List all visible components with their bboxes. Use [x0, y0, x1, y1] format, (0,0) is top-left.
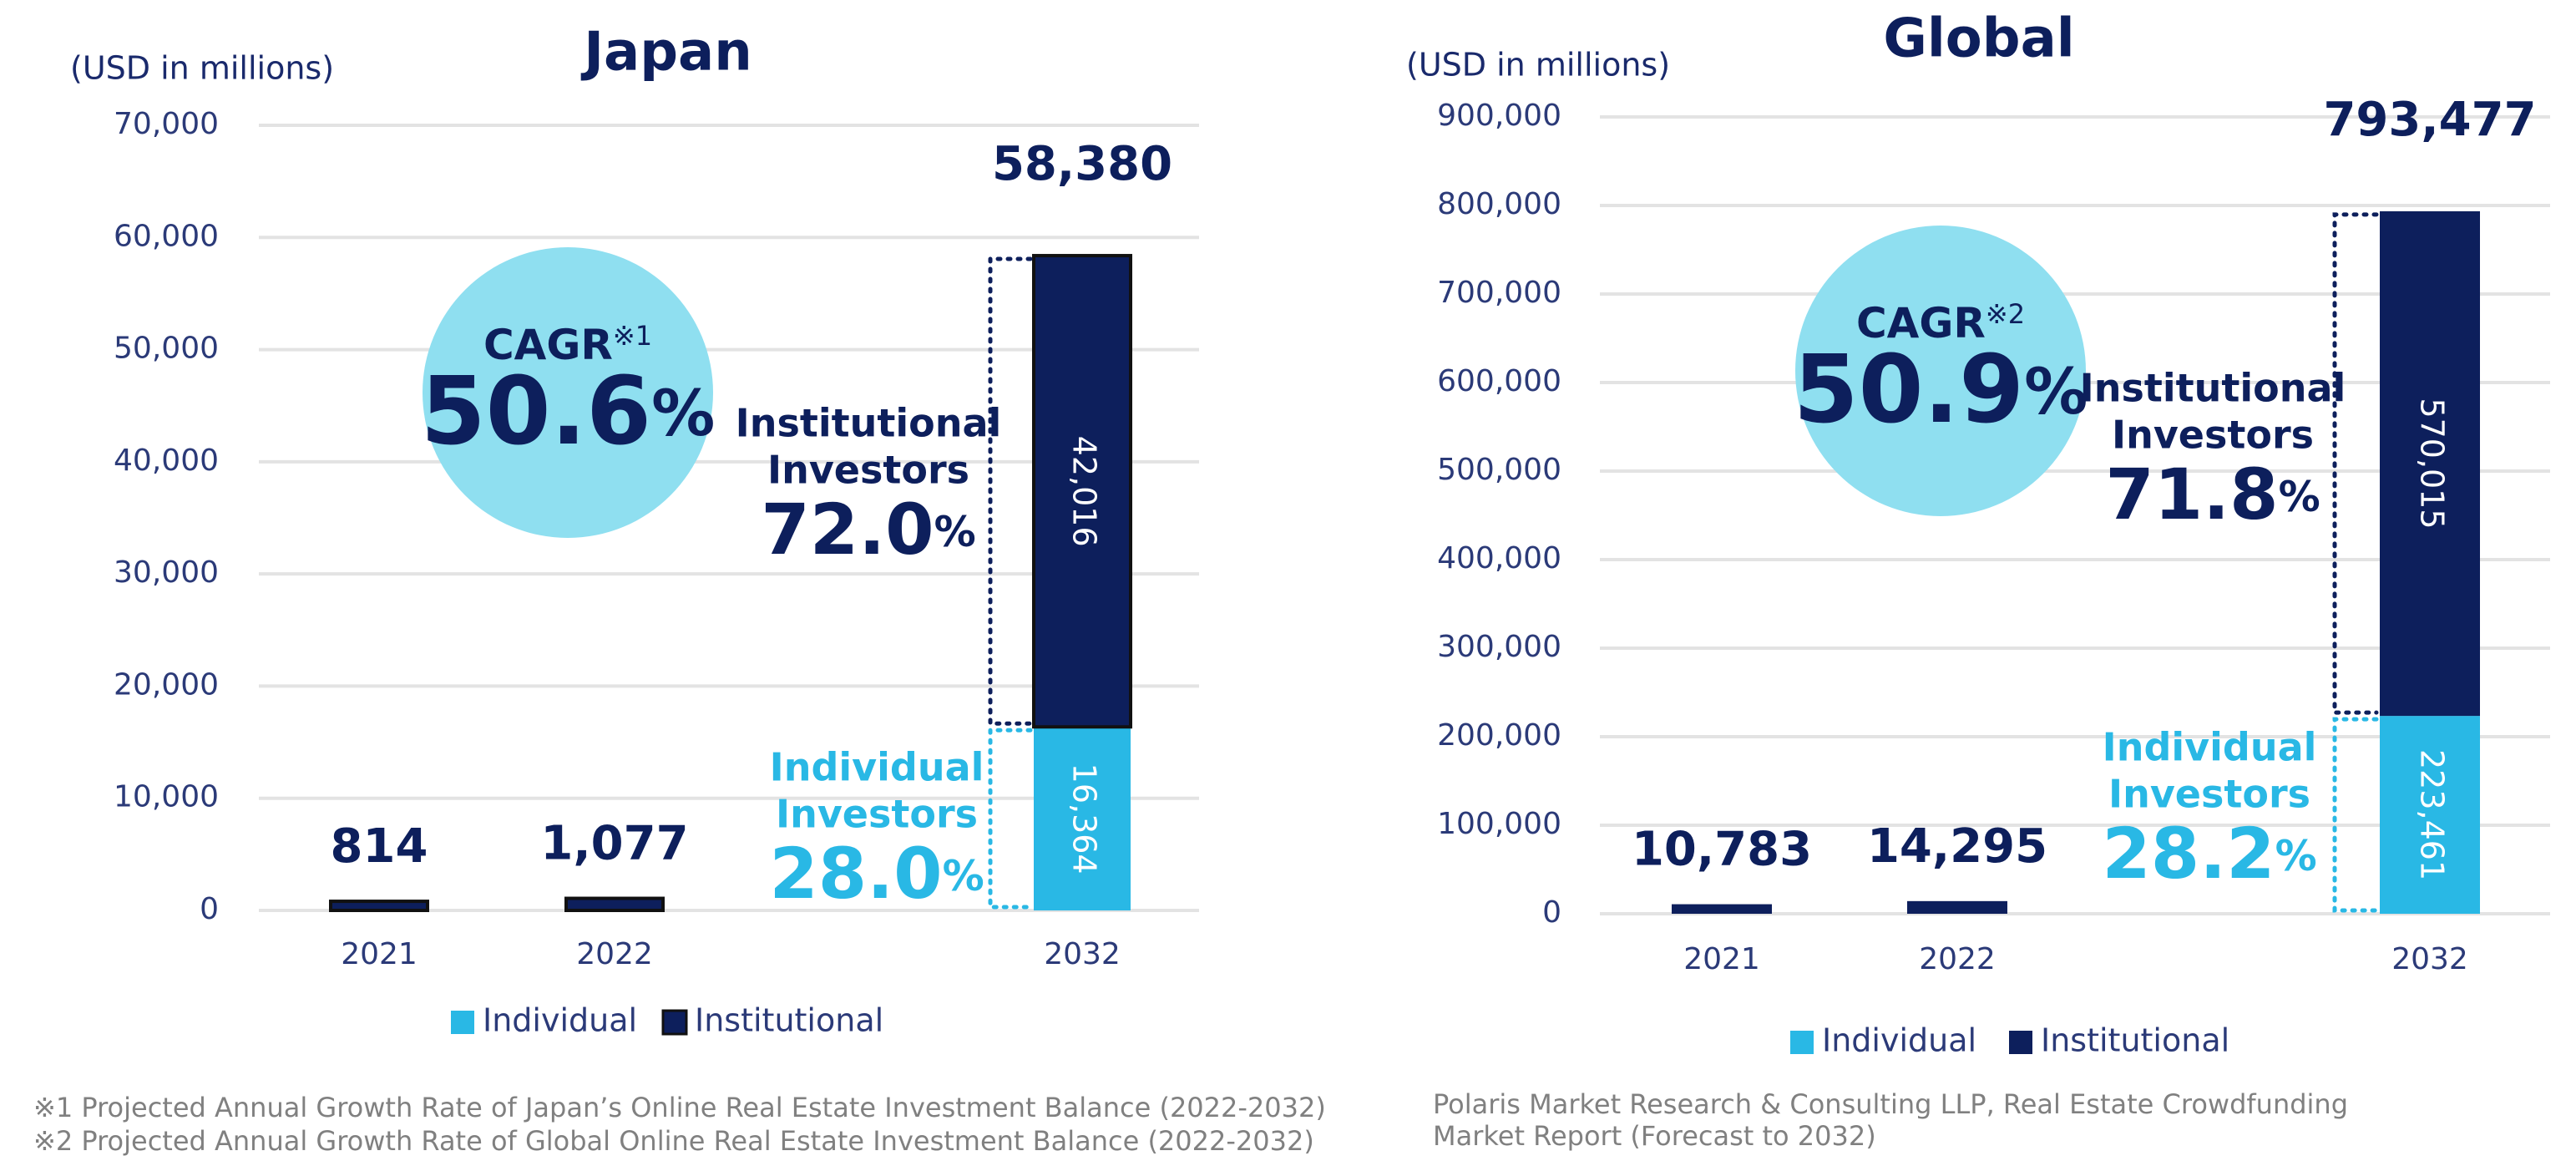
y-tick-label: 100,000	[1437, 807, 1561, 841]
legend-label: Institutional	[2041, 1022, 2229, 1059]
bar	[1672, 904, 1772, 914]
bar	[1907, 900, 2007, 914]
total-label: 58,380	[992, 137, 1172, 191]
share-label: Institutional	[2080, 366, 2346, 411]
y-axis-label: (USD in millions)	[1406, 47, 1670, 84]
cagr-label: CAGR※1	[483, 320, 652, 369]
legend-swatch	[1790, 1031, 1814, 1054]
x-tick-label: 2022	[576, 937, 653, 971]
share-number: 28.2	[2102, 813, 2275, 895]
cagr-number: 50.6	[421, 357, 651, 466]
y-tick-label: 400,000	[1437, 541, 1561, 575]
share-label: Institutional	[736, 401, 1002, 446]
cagr-percent: %	[2024, 354, 2088, 428]
bar-segment	[1034, 727, 1131, 910]
chart-title: Japan	[580, 22, 752, 84]
segment-label: 223,461	[2414, 749, 2451, 880]
cagr-label-text: CAGR	[1856, 299, 1986, 347]
x-tick-label: 2032	[2391, 942, 2468, 976]
bar-segment	[2380, 716, 2480, 914]
y-tick-label: 0	[200, 892, 219, 926]
chart-title: Global	[1883, 8, 2074, 70]
y-tick-label: 10,000	[114, 780, 219, 814]
y-axis-label: (USD in millions)	[70, 50, 334, 87]
share-number: 71.8	[2105, 454, 2278, 535]
x-tick-label: 2021	[1683, 942, 1760, 976]
footnote: ※1 Projected Annual Growth Rate of Japan…	[33, 1092, 1326, 1123]
share-label: Investors	[2108, 772, 2310, 817]
share-value: 72.0%	[761, 489, 975, 570]
share-percent: %	[934, 508, 976, 556]
source: Polaris Market Research & Consulting LLP…	[1433, 1088, 2348, 1120]
share-percent: %	[2275, 832, 2317, 880]
share-value: 28.2%	[2102, 813, 2316, 895]
footnote: ※2 Projected Annual Growth Rate of Globa…	[33, 1125, 1314, 1157]
cagr-circle	[423, 247, 713, 538]
share-number: 28.0	[769, 833, 942, 915]
y-tick-label: 600,000	[1437, 364, 1561, 398]
total-label: 814	[331, 819, 428, 874]
share-label: Investors	[767, 448, 969, 493]
total-label: 14,295	[1867, 819, 2047, 874]
x-tick-label: 2032	[1044, 937, 1121, 971]
bracket	[988, 256, 1033, 726]
share-percent: %	[2279, 473, 2320, 521]
total-label: 10,783	[1632, 823, 1812, 877]
share-label: Investors	[2112, 413, 2314, 458]
y-tick-label: 800,000	[1437, 187, 1561, 221]
bar-segment	[2380, 210, 2480, 717]
legend-swatch	[451, 1011, 474, 1034]
cagr-number: 50.9	[1794, 336, 2024, 444]
share-value: 71.8%	[2105, 454, 2320, 535]
total-label: 1,077	[540, 817, 688, 871]
legend-swatch	[661, 1009, 688, 1036]
x-tick-label: 2022	[1919, 942, 1996, 976]
bar	[564, 896, 665, 913]
legend-label: Individual	[483, 1002, 637, 1039]
y-tick-label: 900,000	[1437, 99, 1561, 133]
total-label: 793,477	[2323, 93, 2536, 147]
y-tick-label: 20,000	[114, 667, 219, 702]
share-label: Individual	[770, 745, 984, 790]
cagr-label: CAGR※2	[1856, 298, 2025, 347]
segment-label: 16,364	[1066, 763, 1103, 875]
share-percent: %	[943, 852, 984, 900]
bracket	[988, 728, 1033, 910]
legend-swatch	[2009, 1031, 2032, 1054]
y-tick-label: 40,000	[114, 444, 219, 478]
cagr-note: ※2	[1986, 298, 2025, 330]
bar	[329, 900, 429, 912]
cagr-value: 50.6%	[421, 357, 716, 466]
y-tick-label: 700,000	[1437, 276, 1561, 310]
y-tick-label: 50,000	[114, 332, 219, 366]
cagr-circle	[1795, 226, 2086, 516]
segment-label: 570,015	[2414, 398, 2451, 529]
y-tick-label: 0	[1542, 895, 1561, 930]
y-tick-label: 60,000	[114, 219, 219, 253]
y-tick-label: 500,000	[1437, 453, 1561, 487]
y-tick-label: 300,000	[1437, 630, 1561, 664]
y-tick-label: 200,000	[1437, 718, 1561, 753]
x-tick-label: 2021	[341, 937, 418, 971]
y-tick-label: 70,000	[114, 107, 219, 141]
share-label: Investors	[776, 792, 978, 837]
cagr-value: 50.9%	[1794, 336, 2088, 444]
source: Market Report (Forecast to 2032)	[1433, 1120, 1876, 1152]
share-label: Individual	[2103, 725, 2317, 770]
share-number: 72.0	[761, 489, 934, 570]
share-value: 28.0%	[769, 833, 984, 915]
bracket	[2332, 212, 2379, 715]
segment-label: 42,016	[1066, 436, 1103, 547]
cagr-percent: %	[651, 376, 715, 450]
legend-label: Individual	[1822, 1022, 1976, 1059]
cagr-label-text: CAGR	[483, 321, 613, 369]
legend-label: Institutional	[695, 1002, 883, 1039]
bracket	[2332, 717, 2379, 913]
bar-segment	[1032, 254, 1132, 729]
y-tick-label: 30,000	[114, 555, 219, 590]
cagr-note: ※1	[613, 320, 652, 352]
